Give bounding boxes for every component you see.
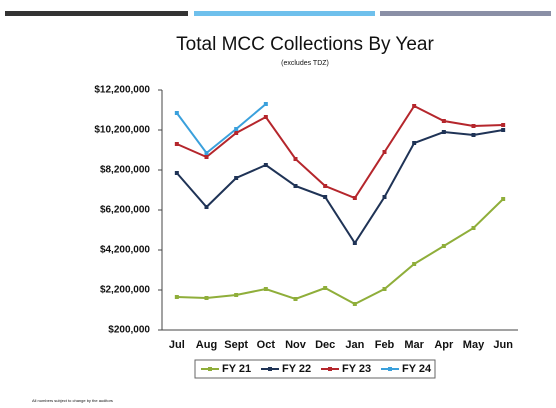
x-tick-label: Apr (434, 339, 454, 351)
x-tick-label: Feb (375, 339, 395, 351)
x-tick-label: Oct (257, 339, 276, 351)
data-point (323, 286, 328, 290)
legend-label: FY 24 (402, 363, 432, 375)
data-point (382, 150, 387, 154)
x-tick-label: May (463, 339, 485, 351)
data-point (263, 102, 268, 106)
legend-label: FY 23 (342, 363, 371, 375)
y-tick-label: $2,200,000 (100, 285, 150, 296)
data-point (471, 124, 476, 128)
data-point (412, 141, 417, 145)
x-tick-label: Jun (493, 339, 513, 351)
data-point (501, 128, 506, 132)
data-point (174, 295, 179, 299)
data-point (382, 195, 387, 199)
header-bar (194, 11, 375, 16)
data-point (174, 111, 179, 115)
header-bar (380, 11, 551, 16)
legend-marker (268, 367, 272, 371)
data-point (263, 115, 268, 119)
legend-label: FY 22 (282, 363, 311, 375)
data-point (441, 244, 446, 248)
data-point (204, 155, 209, 159)
data-point (323, 184, 328, 188)
x-tick-label: Sept (224, 339, 248, 351)
data-point (293, 297, 298, 301)
data-point (293, 157, 298, 161)
data-point (174, 142, 179, 146)
y-tick-label: $6,200,000 (100, 205, 150, 216)
data-point (501, 197, 506, 201)
data-point (234, 293, 239, 297)
data-point (352, 196, 357, 200)
data-point (293, 184, 298, 188)
x-tick-label: Mar (404, 339, 424, 351)
data-point (263, 163, 268, 167)
data-point (352, 302, 357, 306)
y-tick-label: $8,200,000 (100, 165, 150, 176)
x-tick-label: Nov (285, 339, 307, 351)
data-point (234, 131, 239, 135)
legend-marker (208, 367, 212, 371)
data-point (441, 119, 446, 123)
chart-subtitle: (excludes TDZ) (281, 60, 329, 67)
data-point (412, 262, 417, 266)
y-tick-label: $4,200,000 (100, 245, 150, 256)
y-tick-label: $10,200,000 (94, 125, 150, 136)
data-point (352, 241, 357, 245)
data-point (412, 104, 417, 108)
data-point (234, 127, 239, 131)
y-tick-label: $200,000 (108, 325, 150, 336)
data-point (323, 195, 328, 199)
legend-label: FY 21 (222, 363, 251, 375)
data-point (204, 151, 209, 155)
data-point (471, 133, 476, 137)
data-point (204, 296, 209, 300)
data-point (234, 176, 239, 180)
data-point (471, 226, 476, 230)
series-line (176, 129, 504, 245)
data-point (501, 123, 506, 127)
header-bar (5, 11, 188, 16)
data-point (441, 130, 446, 134)
y-tick-label: $12,200,000 (94, 85, 150, 96)
x-tick-label: Jan (345, 339, 364, 351)
data-point (263, 287, 268, 291)
data-point (204, 205, 209, 209)
series-line (176, 104, 504, 200)
series-line (176, 198, 504, 306)
chart-title: Total MCC Collections By Year (176, 34, 434, 55)
series-line (176, 103, 267, 155)
data-point (382, 287, 387, 291)
x-tick-label: Dec (315, 339, 335, 351)
legend-marker (388, 367, 392, 371)
footnote: All numbers subject to change by the aud… (32, 398, 113, 403)
legend-box (194, 359, 436, 379)
data-point (174, 171, 179, 175)
x-tick-label: Jul (169, 339, 185, 351)
x-tick-label: Aug (196, 339, 217, 351)
legend-marker (328, 367, 332, 371)
